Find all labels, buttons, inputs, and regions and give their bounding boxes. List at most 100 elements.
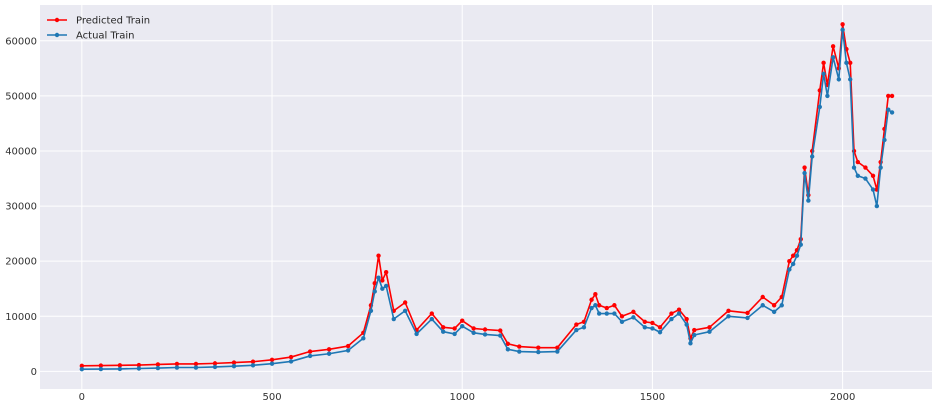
data-point <box>855 159 861 165</box>
data-point <box>840 27 845 32</box>
legend-marker <box>54 17 60 23</box>
data-point <box>882 137 887 143</box>
data-point <box>794 253 800 258</box>
data-point <box>631 315 636 320</box>
data-point <box>657 330 663 335</box>
data-point <box>851 165 857 170</box>
data-point <box>376 275 381 280</box>
data-point <box>745 315 750 321</box>
data-point <box>368 308 374 313</box>
x-tick-label: 2000 <box>830 392 855 403</box>
data-point <box>821 71 826 77</box>
data-point <box>372 281 377 286</box>
data-point <box>136 362 142 368</box>
data-point <box>231 363 237 369</box>
data-point <box>650 326 655 331</box>
data-point <box>848 60 853 66</box>
data-point <box>787 267 792 272</box>
legend-marker <box>54 32 60 38</box>
data-point <box>383 270 389 275</box>
data-point <box>760 303 765 308</box>
legend: Predicted Train Actual Train <box>47 16 150 42</box>
data-point <box>391 316 396 322</box>
data-point <box>136 366 142 371</box>
data-point <box>771 309 777 315</box>
y-tick-label: 60000 <box>5 36 37 47</box>
data-point <box>669 316 674 322</box>
data-point <box>574 327 579 333</box>
data-point <box>193 365 199 370</box>
data-point <box>361 336 366 341</box>
x-tick-label: 1500 <box>640 392 665 403</box>
data-point <box>802 170 807 176</box>
data-point <box>376 253 381 258</box>
data-point <box>460 318 465 323</box>
data-point <box>745 310 750 316</box>
data-point <box>345 348 351 353</box>
legend-item: Predicted Train <box>47 16 150 27</box>
legend-label: Actual Train <box>76 31 135 42</box>
data-point <box>825 93 830 99</box>
data-point <box>650 320 655 326</box>
data-point <box>642 319 648 324</box>
data-point <box>589 305 594 311</box>
data-point <box>612 311 617 316</box>
grid <box>40 5 932 389</box>
data-point <box>555 349 560 354</box>
data-point <box>619 319 625 324</box>
data-point <box>707 325 712 330</box>
data-point <box>250 359 256 364</box>
data-point <box>692 327 697 333</box>
data-point <box>589 297 594 302</box>
data-point <box>889 93 895 99</box>
data-point <box>821 60 826 66</box>
data-point <box>830 44 836 49</box>
data-point <box>844 60 849 66</box>
data-point <box>574 322 579 327</box>
data-point <box>174 365 180 370</box>
data-point <box>117 363 123 368</box>
data-point <box>79 366 85 372</box>
data-point <box>383 283 389 289</box>
data-point <box>517 349 522 354</box>
data-point <box>250 363 256 368</box>
data-point <box>505 347 511 352</box>
data-point <box>231 360 237 365</box>
x-tick-label: 500 <box>262 392 281 403</box>
data-point <box>307 353 313 359</box>
data-point <box>471 330 476 336</box>
data-point <box>840 22 845 27</box>
data-point <box>604 305 609 311</box>
data-point <box>863 176 868 181</box>
data-point <box>452 331 457 337</box>
data-point <box>642 325 648 330</box>
data-point <box>471 326 476 331</box>
series-line <box>81 28 893 370</box>
x-tick-label: 1000 <box>449 392 474 403</box>
data-point <box>688 341 693 346</box>
series-layer <box>79 22 895 372</box>
data-point <box>98 363 104 368</box>
data-point <box>498 328 503 333</box>
data-point <box>380 286 385 291</box>
data-point <box>874 203 880 209</box>
data-point <box>536 349 541 355</box>
y-tick-label: 10000 <box>5 312 37 323</box>
data-point <box>193 361 199 367</box>
data-point <box>174 361 180 367</box>
data-point <box>452 326 457 331</box>
data-point <box>692 332 697 338</box>
data-point <box>619 314 625 319</box>
data-point <box>870 173 876 178</box>
data-point <box>676 311 682 316</box>
plot-background <box>40 5 932 389</box>
data-point <box>517 344 522 349</box>
data-point <box>889 110 895 115</box>
x-tick-label: 0 <box>79 392 85 403</box>
data-point <box>787 258 792 264</box>
data-point <box>848 77 853 82</box>
data-point <box>505 341 511 347</box>
data-point <box>593 303 598 308</box>
data-point <box>657 325 663 330</box>
